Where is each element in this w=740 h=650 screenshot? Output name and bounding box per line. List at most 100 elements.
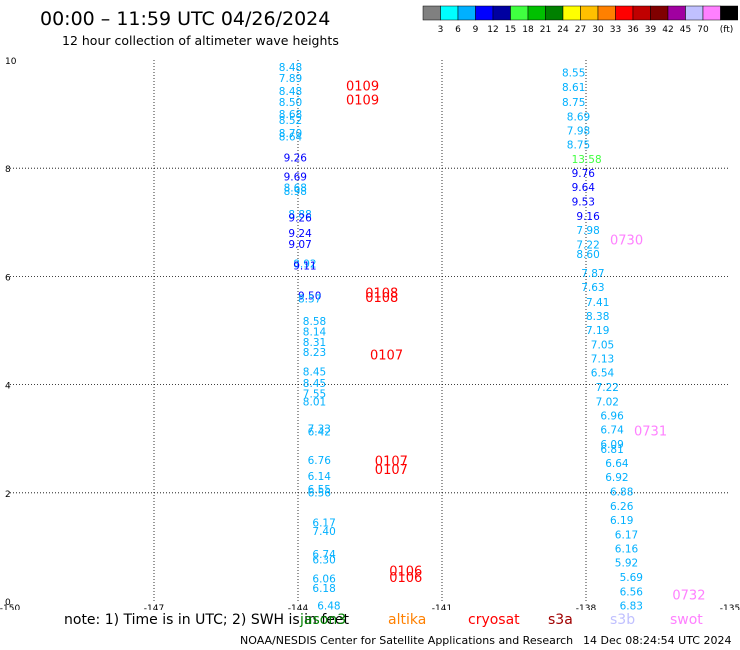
time-label: 0109 bbox=[346, 79, 379, 94]
wave-height-value: 9.50 bbox=[298, 290, 321, 302]
wave-height-value: 6.19 bbox=[610, 515, 633, 527]
wave-height-value: 7.98 bbox=[567, 125, 590, 137]
wave-height-value: 8.48 bbox=[279, 62, 302, 74]
time-label: 0107 bbox=[375, 454, 408, 469]
legend-s3b: s3b bbox=[610, 612, 636, 628]
wave-height-value: 8.68 bbox=[279, 109, 302, 121]
time-label: 0732 bbox=[672, 589, 705, 604]
legend-jason3: jason3 bbox=[300, 612, 347, 628]
time-label: 0730 bbox=[610, 234, 643, 249]
credit-line: NOAA/NESDIS Center for Satellite Applica… bbox=[240, 634, 574, 647]
wave-height-value: 6.17 bbox=[312, 518, 335, 530]
wave-height-value: 9.53 bbox=[572, 197, 595, 209]
wave-height-value: 6.64 bbox=[605, 458, 629, 470]
wave-height-value: 7.40 bbox=[312, 526, 335, 538]
wave-height-value: 6.30 bbox=[312, 554, 335, 566]
wave-height-value: 6.16 bbox=[615, 544, 639, 556]
wave-height-value: 8.69 bbox=[567, 111, 590, 123]
time-label: 0108 bbox=[365, 291, 398, 306]
colorbar-label: 24 bbox=[557, 25, 569, 35]
page-title: 00:00 – 11:59 UTC 04/26/2024 bbox=[40, 8, 331, 30]
wave-height-value: 8.31 bbox=[303, 337, 326, 349]
chart-subtitle: 12 hour collection of altimeter wave hei… bbox=[62, 33, 339, 48]
colorbar-label: 36 bbox=[627, 25, 639, 35]
wave-height-value: 8.58 bbox=[303, 316, 326, 328]
wave-height-value: 9.26 bbox=[288, 212, 312, 224]
colorbar-label: 33 bbox=[610, 25, 621, 35]
wave-height-value: 5.92 bbox=[615, 558, 638, 570]
y-tick-label: 10 bbox=[5, 57, 17, 67]
wave-height-value: 8.57 bbox=[298, 294, 321, 306]
x-tick-label: -147 bbox=[144, 604, 164, 610]
wave-height-value: 8.38 bbox=[586, 311, 609, 323]
wave-height-value: 8.70 bbox=[279, 128, 302, 140]
wave-height-value: 6.06 bbox=[312, 573, 336, 585]
wave-height-value: 7.98 bbox=[576, 225, 599, 237]
colorbar-legend: 3 6 9 12 15 18 21 24 27 30 33 36 39 42 45 70 (ft) bbox=[422, 5, 738, 35]
wave-height-value: 6.09 bbox=[600, 439, 623, 451]
wave-height-value: 6.26 bbox=[610, 501, 634, 513]
colorbar-label: 30 bbox=[592, 25, 604, 35]
time-label: 0107 bbox=[370, 348, 403, 363]
wave-height-value: 7.22 bbox=[576, 239, 599, 251]
y-tick-label: 0 bbox=[5, 598, 11, 608]
wave-height-value: 7.87 bbox=[581, 268, 604, 280]
legend-altika: altika bbox=[388, 612, 427, 628]
wave-height-value: 7.41 bbox=[586, 297, 609, 309]
legend-cryosat: cryosat bbox=[468, 612, 520, 628]
wave-height-value: 6.74 bbox=[312, 549, 336, 561]
time-label: 0107 bbox=[375, 463, 408, 478]
wave-height-value: 6.14 bbox=[308, 471, 332, 483]
wave-height-value: 8.50 bbox=[279, 97, 302, 109]
wave-height-value: 6.88 bbox=[610, 487, 633, 499]
wave-height-value: 7.33 bbox=[308, 423, 331, 435]
wave-height-value: 13.58 bbox=[572, 154, 602, 166]
wave-height-value: 9.16 bbox=[576, 211, 600, 223]
x-tick-label: -150 bbox=[0, 604, 20, 610]
wave-height-value: 9.24 bbox=[288, 228, 312, 240]
wave-height-value: 9.11 bbox=[293, 261, 316, 273]
time-label: 0731 bbox=[634, 425, 667, 440]
wave-height-value: 6.54 bbox=[591, 368, 615, 380]
wave-height-value: 6.74 bbox=[600, 425, 624, 437]
wave-height-value: 9.64 bbox=[572, 182, 596, 194]
wave-height-value: 8.48 bbox=[279, 86, 302, 98]
wave-height-value: 6.81 bbox=[600, 444, 623, 456]
wave-height-value: 8.92 bbox=[293, 258, 316, 270]
wave-height-value: 8.23 bbox=[303, 347, 326, 359]
colorbar-label: 21 bbox=[540, 25, 551, 35]
wave-height-value: 7.22 bbox=[596, 382, 619, 394]
colorbar-label: 45 bbox=[680, 25, 691, 35]
legend-s3a: s3a bbox=[548, 612, 573, 628]
wave-height-value: 6.83 bbox=[620, 600, 643, 610]
wave-height-value: 6.48 bbox=[317, 600, 340, 610]
wave-height-value: 8.45 bbox=[303, 378, 326, 390]
wave-height-value: 6.56 bbox=[620, 586, 644, 598]
wave-height-value: 7.05 bbox=[591, 340, 614, 352]
chart-plot-area: -150 -147 -144 -141 -138 -13502468108.487.898… bbox=[0, 57, 740, 610]
wave-height-value: 8.60 bbox=[576, 249, 599, 261]
wave-height-value: 6.55 bbox=[308, 484, 331, 496]
x-tick-label: -141 bbox=[432, 604, 452, 610]
colorbar-label: 9 bbox=[473, 25, 479, 35]
wave-height-value: 6.92 bbox=[605, 472, 628, 484]
wave-height-value: 9.76 bbox=[572, 168, 596, 180]
wave-height-value: 6.76 bbox=[308, 455, 332, 467]
legend-swot: swot bbox=[670, 612, 703, 628]
time-label: 0106 bbox=[389, 571, 422, 586]
colorbar-label: 70 bbox=[697, 25, 709, 35]
wave-height-value: 6.96 bbox=[600, 410, 624, 422]
time-label: 0108 bbox=[365, 287, 398, 302]
wave-height-value: 8.14 bbox=[303, 327, 327, 339]
wave-height-value: 7.19 bbox=[586, 325, 609, 337]
wave-height-value: 9.69 bbox=[284, 171, 307, 183]
wave-height-value: 9.26 bbox=[284, 152, 308, 164]
wave-height-value: 8.64 bbox=[279, 131, 303, 143]
colorbar-label: 12 bbox=[487, 25, 498, 35]
colorbar-label: 6 bbox=[455, 25, 461, 35]
wave-height-value: 6.56 bbox=[308, 487, 332, 499]
footnote: note: 1) Time is in UTC; 2) SWH is in fe… bbox=[64, 612, 350, 628]
y-tick-label: 8 bbox=[5, 165, 11, 175]
wave-height-value: 8.45 bbox=[303, 367, 326, 379]
wave-height-value: 8.68 bbox=[284, 183, 307, 195]
